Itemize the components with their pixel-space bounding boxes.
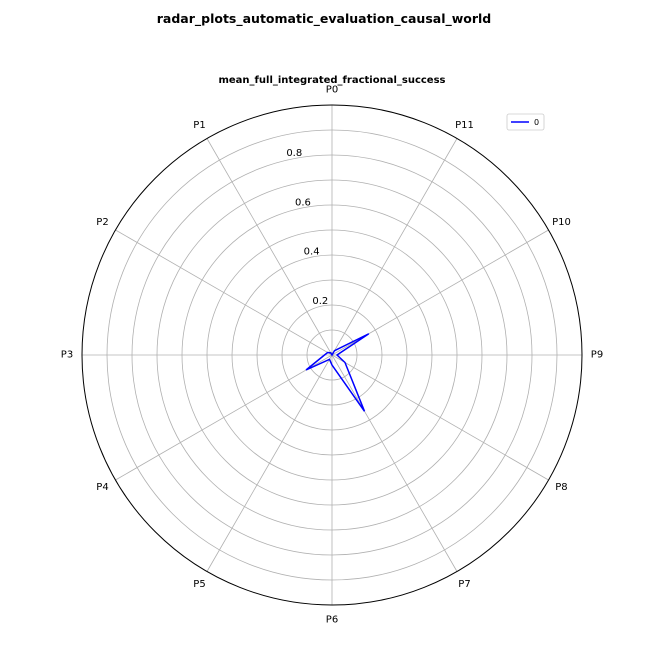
category-label-P9: P9 bbox=[591, 350, 603, 361]
category-label-P0: P0 bbox=[326, 85, 338, 96]
category-label-P5: P5 bbox=[193, 579, 205, 590]
chart-title: mean_full_integrated_fractional_success bbox=[218, 75, 445, 86]
legend: 0 bbox=[506, 113, 545, 131]
legend-series-label: 0 bbox=[534, 118, 539, 127]
category-label-P3: P3 bbox=[61, 350, 73, 361]
grid-spoke-P1 bbox=[206, 138, 333, 356]
grid-spoke-P4 bbox=[115, 354, 333, 481]
category-label-P8: P8 bbox=[555, 482, 567, 493]
grid-spoke-P5 bbox=[206, 354, 333, 572]
radar-grid bbox=[81, 104, 583, 606]
radar-series bbox=[305, 333, 370, 412]
category-label-P2: P2 bbox=[96, 217, 108, 228]
category-label-P1: P1 bbox=[193, 120, 205, 131]
category-label-P11: P11 bbox=[455, 120, 474, 131]
chart-suptitle: radar_plots_automatic_evaluation_causal_… bbox=[157, 11, 492, 27]
radial-tick-label-1: 0.2 bbox=[312, 296, 328, 307]
radial-tick-labels: 0.2 0.4 0.6 0.8 bbox=[286, 148, 328, 307]
category-labels: P0 P1 P2 P3 P4 P5 P6 P7 P8 P9 P10 P11 bbox=[61, 85, 603, 626]
category-label-P6: P6 bbox=[326, 615, 338, 626]
grid-spoke-P7 bbox=[331, 354, 458, 572]
category-label-P10: P10 bbox=[552, 217, 571, 228]
radial-tick-label-3: 0.6 bbox=[295, 197, 311, 208]
grid-spoke-P11 bbox=[331, 138, 458, 356]
grid-spoke-P2 bbox=[115, 229, 333, 356]
category-label-P4: P4 bbox=[96, 482, 108, 493]
category-label-P7: P7 bbox=[458, 579, 470, 590]
polar-frame bbox=[81, 104, 583, 606]
grid-spoke-P8 bbox=[331, 354, 549, 481]
radial-tick-label-4: 0.8 bbox=[286, 148, 302, 159]
radial-tick-label-2: 0.4 bbox=[304, 247, 320, 258]
